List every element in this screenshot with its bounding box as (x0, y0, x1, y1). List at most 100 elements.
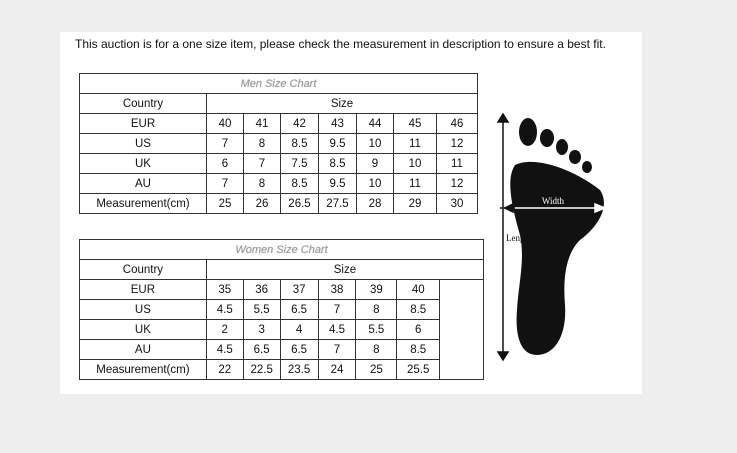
size-cell: 23.5 (279, 359, 319, 380)
row-label: US (79, 133, 207, 154)
size-cell: 8 (355, 339, 398, 360)
country-header: Country (79, 93, 207, 114)
size-cell: 43 (318, 113, 357, 134)
row-label: UK (79, 319, 207, 340)
size-cell: 12 (436, 173, 478, 194)
size-cell: 5.5 (242, 299, 281, 320)
size-cell: 45 (393, 113, 437, 134)
table-row: AU 4.5 6.5 6.5 7 8 8.5 (79, 339, 484, 360)
row-label: UK (79, 153, 207, 174)
size-cell: 22.5 (242, 359, 281, 380)
header-row: Country Size (79, 259, 485, 280)
size-cell: 39 (355, 279, 398, 300)
empty-cell (439, 339, 484, 360)
empty-cell (439, 359, 484, 380)
size-cell: 40 (206, 113, 244, 134)
size-cell: 6.5 (242, 339, 281, 360)
chart-title-row: Men Size Chart (79, 73, 478, 94)
size-header: Size (205, 259, 485, 280)
row-label: AU (79, 339, 207, 360)
empty-cell (439, 299, 484, 320)
table-row: EUR 40 41 42 43 44 45 46 (79, 113, 478, 134)
chart-title: Men Size Chart (79, 73, 478, 94)
table-row: US 4.5 5.5 6.5 7 8 8.5 (79, 299, 484, 320)
header-row: Country Size (79, 93, 478, 114)
table-row: EUR 35 36 37 38 39 40 (79, 279, 484, 300)
table-row: US 7 8 8.5 9.5 10 11 12 (79, 133, 478, 154)
size-cell: 30 (436, 193, 478, 214)
size-cell: 4.5 (205, 299, 244, 320)
size-cell: 6 (206, 153, 244, 174)
chart-title-row: Women Size Chart (79, 239, 484, 260)
size-cell: 11 (393, 173, 437, 194)
table-row: AU 7 8 8.5 9.5 10 11 12 (79, 173, 478, 194)
size-cell: 7 (206, 173, 244, 194)
length-label: Length (506, 233, 532, 243)
table-row: Measurement(cm) 25 26 26.5 27.5 28 29 30 (79, 193, 478, 214)
size-cell: 28 (356, 193, 394, 214)
foot-measurement-diagram: Width Length (496, 112, 608, 362)
size-cell: 6.5 (279, 339, 319, 360)
size-cell: 41 (243, 113, 281, 134)
size-cell: 25 (206, 193, 244, 214)
row-label: US (79, 299, 207, 320)
empty-cell (439, 319, 484, 340)
size-cell: 12 (436, 133, 478, 154)
size-cell: 7 (317, 299, 357, 320)
size-cell: 25 (355, 359, 398, 380)
size-cell: 10 (356, 173, 394, 194)
size-cell: 37 (279, 279, 319, 300)
size-cell: 10 (393, 153, 437, 174)
size-cell: 46 (436, 113, 478, 134)
size-cell: 11 (436, 153, 478, 174)
men-size-chart: Men Size Chart Country Size EUR 40 41 42 43 44 45… (79, 73, 478, 214)
empty-cell (439, 279, 484, 300)
size-cell: 2 (205, 319, 244, 340)
size-cell: 7.5 (280, 153, 319, 174)
row-label: Measurement(cm) (79, 193, 207, 214)
size-cell: 8 (355, 299, 398, 320)
size-cell: 22 (205, 359, 244, 380)
size-cell: 36 (242, 279, 281, 300)
size-cell: 44 (356, 113, 394, 134)
size-cell: 7 (317, 339, 357, 360)
size-cell: 9 (356, 153, 394, 174)
row-label: EUR (79, 113, 207, 134)
size-cell: 26.5 (280, 193, 319, 214)
size-cell: 3 (242, 319, 281, 340)
size-cell: 11 (393, 133, 437, 154)
size-cell: 7 (206, 133, 244, 154)
country-header: Country (79, 259, 207, 280)
size-cell: 27.5 (318, 193, 357, 214)
size-cell: 8 (243, 173, 281, 194)
size-cell: 4 (279, 319, 319, 340)
size-cell: 9.5 (318, 133, 357, 154)
size-cell: 24 (317, 359, 357, 380)
size-cell: 8.5 (396, 339, 441, 360)
size-cell: 6.5 (279, 299, 319, 320)
size-cell: 8 (243, 133, 281, 154)
size-cell: 7 (243, 153, 281, 174)
width-label: Width (542, 196, 565, 206)
size-cell: 26 (243, 193, 281, 214)
row-label: EUR (79, 279, 207, 300)
size-cell: 8.5 (280, 133, 319, 154)
size-cell: 4.5 (317, 319, 357, 340)
size-cell: 9.5 (318, 173, 357, 194)
women-size-chart: Women Size Chart Country Size EUR 35 36 37 38 39… (79, 239, 485, 380)
size-cell: 5.5 (355, 319, 398, 340)
size-cell: 35 (205, 279, 244, 300)
foot-silhouette-icon (510, 118, 604, 355)
row-label: Measurement(cm) (79, 359, 207, 380)
size-cell: 8.5 (318, 153, 357, 174)
table-row: UK 2 3 4 4.5 5.5 6 (79, 319, 484, 340)
size-cell: 4.5 (205, 339, 244, 360)
size-cell: 25.5 (396, 359, 441, 380)
size-cell: 10 (356, 133, 394, 154)
size-cell: 6 (396, 319, 441, 340)
notice-text: This auction is for a one size item, ple… (75, 37, 606, 51)
size-cell: 8.5 (396, 299, 441, 320)
size-cell: 40 (396, 279, 441, 300)
size-cell: 8.5 (280, 173, 319, 194)
size-cell: 29 (393, 193, 437, 214)
